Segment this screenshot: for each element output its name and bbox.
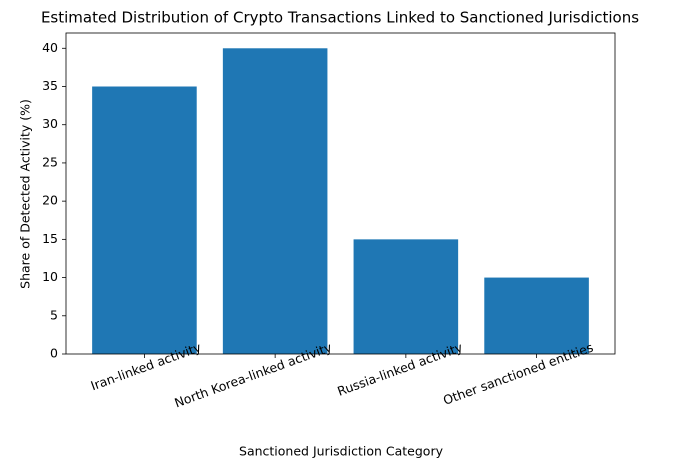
y-tick-label: 30 bbox=[42, 116, 58, 131]
bar bbox=[222, 48, 328, 355]
bar bbox=[484, 277, 589, 354]
bar bbox=[353, 239, 459, 354]
x-axis-label: Sanctioned Jurisdiction Category bbox=[239, 444, 444, 459]
y-tick-label: 5 bbox=[50, 307, 58, 322]
y-tick-label: 20 bbox=[42, 193, 58, 208]
chart-title: Estimated Distribution of Crypto Transac… bbox=[41, 9, 639, 27]
y-tick-label: 0 bbox=[50, 346, 58, 361]
plot-frame bbox=[65, 32, 616, 355]
y-tick-label: 35 bbox=[42, 78, 58, 93]
y-tick-label: 40 bbox=[42, 40, 58, 55]
y-tick-label: 15 bbox=[42, 231, 58, 246]
y-tick-label: 10 bbox=[42, 269, 58, 284]
y-tick-label: 25 bbox=[42, 154, 58, 169]
bar bbox=[92, 86, 197, 354]
y-axis-label: Share of Detected Activity (%) bbox=[18, 99, 33, 289]
